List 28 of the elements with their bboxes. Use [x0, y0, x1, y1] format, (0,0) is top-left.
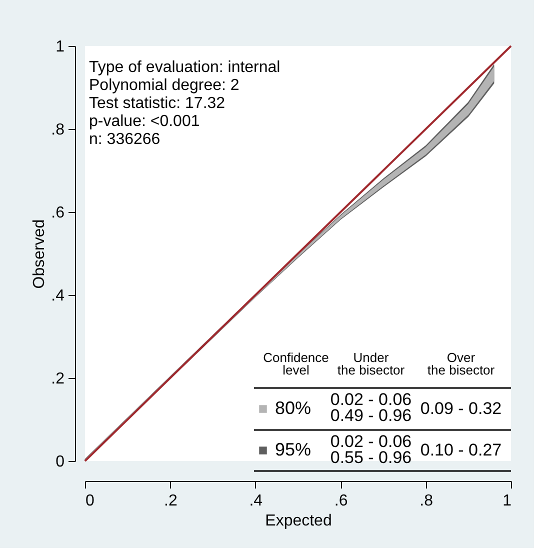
annotation: p-value: <0.001	[89, 113, 200, 130]
y-tick-label: .8	[51, 122, 65, 138]
annotation: Test statistic: 17.32	[89, 95, 226, 112]
x-axis-title: Expected	[265, 512, 332, 530]
x-tick-label: .4	[249, 492, 263, 510]
x-tick-label: .2	[164, 492, 178, 510]
legend-label: 80%	[275, 398, 312, 418]
annotation: 0.02 - 0.06 0.49 - 0.96	[330, 390, 412, 426]
y-tick-label: .4	[51, 288, 65, 304]
legend-title: Confidence level	[263, 350, 329, 378]
x-tick-label: .6	[334, 492, 348, 510]
x-tick-label: 0	[86, 492, 94, 510]
annotation: n: 336266	[89, 131, 160, 148]
y-tick-label: 0	[56, 454, 65, 470]
x-tick-label: .8	[420, 492, 434, 510]
annotation: Over the bisector	[427, 350, 496, 378]
y-tick-label: .2	[51, 370, 65, 388]
y-tick-label: .6	[51, 204, 65, 222]
annotation: Under the bisector	[337, 350, 406, 378]
annotation: 0.02 - 0.06 0.55 - 0.96	[330, 432, 412, 468]
y-tick-label: 1	[56, 38, 65, 56]
legend-label: 95%	[275, 440, 312, 460]
annotation: 0.09 - 0.32	[420, 399, 502, 418]
annotation: Type of evaluation: internal	[89, 59, 280, 76]
annotation: Polynomial degree: 2	[89, 77, 240, 94]
y-axis-title: Observed	[31, 219, 48, 289]
x-tick-label: 1	[502, 492, 512, 510]
annotation: 0.10 - 0.27	[420, 440, 502, 460]
